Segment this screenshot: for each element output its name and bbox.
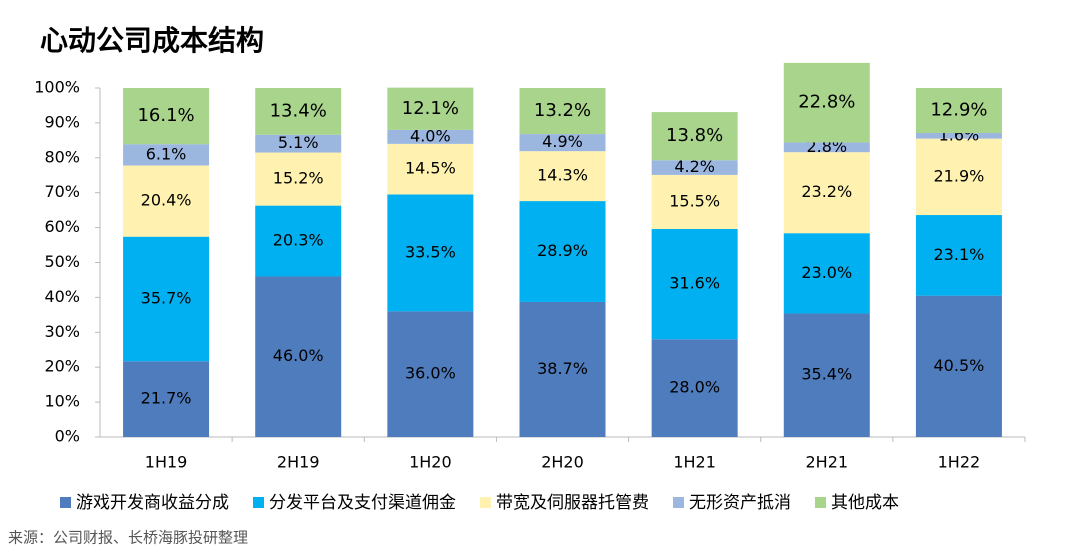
data-label: 40.5% xyxy=(934,356,985,375)
y-tick-label: 10% xyxy=(44,392,80,411)
y-tick-label: 0% xyxy=(55,427,80,446)
data-label: 22.8% xyxy=(798,92,855,113)
data-label: 20.4% xyxy=(141,191,192,210)
y-tick-label: 70% xyxy=(44,182,80,201)
data-label: 31.6% xyxy=(669,274,720,293)
legend-label: 游戏开发商收益分成 xyxy=(76,493,229,513)
legend-swatch xyxy=(60,497,71,508)
x-tick-label: 1H21 xyxy=(673,453,716,472)
bar-segment xyxy=(255,88,342,135)
y-tick-label: 30% xyxy=(44,322,80,341)
bar-segment xyxy=(519,301,606,437)
legend-swatch xyxy=(815,497,826,508)
data-label: 12.1% xyxy=(402,98,459,119)
data-label: 4.0% xyxy=(410,126,451,145)
bar-segment xyxy=(123,361,210,437)
data-label: 46.0% xyxy=(273,346,324,365)
bar-segment xyxy=(915,215,1002,296)
y-tick-label: 60% xyxy=(44,217,80,236)
data-label: 5.1% xyxy=(278,133,319,152)
x-tick-label: 1H19 xyxy=(145,453,188,472)
bar-segment xyxy=(519,134,606,152)
y-tick-label: 100% xyxy=(34,78,80,97)
data-label: 33.5% xyxy=(405,242,456,261)
data-label: 4.9% xyxy=(542,132,583,151)
bar-segment xyxy=(915,133,1002,139)
legend-swatch xyxy=(480,497,491,508)
bar-segment xyxy=(387,129,474,144)
legend-label: 无形资产抵消 xyxy=(689,493,791,513)
bar-segment xyxy=(519,201,606,302)
x-tick-label: 2H21 xyxy=(805,453,848,472)
data-label: 14.3% xyxy=(537,166,588,185)
legend-swatch xyxy=(673,497,684,508)
bar-segment xyxy=(651,160,738,175)
data-label: 12.9% xyxy=(930,100,987,121)
bar-segment xyxy=(783,62,870,143)
bar-segment xyxy=(255,152,342,206)
data-label: 38.7% xyxy=(537,359,588,378)
bar-segment xyxy=(387,311,474,437)
data-label: 36.0% xyxy=(405,364,456,383)
bar-segment xyxy=(651,339,738,437)
bar-segment xyxy=(387,87,474,130)
data-label: 15.5% xyxy=(669,191,720,210)
bar-segment xyxy=(783,142,870,153)
x-tick-label: 1H22 xyxy=(938,453,981,472)
bar-segment xyxy=(783,233,870,314)
source-note: 来源：公司财报、长桥海豚投研整理 xyxy=(8,529,248,547)
bar-segment xyxy=(255,205,342,277)
data-label: 15.2% xyxy=(273,169,324,188)
bar-segment xyxy=(915,295,1002,437)
data-label: 35.4% xyxy=(801,365,852,384)
data-label: 14.5% xyxy=(405,159,456,178)
bar-segment xyxy=(255,276,342,437)
bar-segment xyxy=(255,134,342,153)
data-label: 28.9% xyxy=(537,241,588,260)
bar-segment xyxy=(915,138,1002,216)
data-label: 21.7% xyxy=(141,389,192,408)
bar-segment xyxy=(915,88,1002,134)
y-tick-label: 80% xyxy=(44,147,80,166)
legend-label: 带宽及伺服器托管费 xyxy=(496,493,649,513)
x-tick-label: 2H19 xyxy=(277,453,320,472)
chart-title: 心动公司成本结构 xyxy=(40,24,264,57)
bar-segment xyxy=(519,151,606,202)
y-tick-label: 50% xyxy=(44,252,80,271)
data-label: 6.1% xyxy=(146,144,187,163)
data-label: 23.0% xyxy=(801,263,852,282)
x-tick-label: 1H20 xyxy=(409,453,452,472)
bar-segment xyxy=(651,112,738,161)
data-label: 28.0% xyxy=(669,378,720,397)
data-label: 4.2% xyxy=(674,157,715,176)
y-tick-label: 20% xyxy=(44,357,80,376)
data-label: 23.1% xyxy=(934,245,985,264)
data-label: 21.9% xyxy=(934,166,985,185)
bar-segment xyxy=(123,165,210,237)
legend-label: 分发平台及支付渠道佣金 xyxy=(269,493,456,513)
data-label: 16.1% xyxy=(137,105,194,126)
bar-segment xyxy=(783,152,870,234)
bar-segment xyxy=(123,236,210,362)
data-label: 13.4% xyxy=(270,100,327,121)
data-label: 13.8% xyxy=(666,125,723,146)
y-tick-label: 90% xyxy=(44,112,80,131)
data-label: 23.2% xyxy=(801,182,852,201)
bar-segment xyxy=(387,143,474,195)
legend-swatch xyxy=(253,497,264,508)
bar-segment xyxy=(651,228,738,340)
bar-segment xyxy=(783,313,870,437)
data-label: 20.3% xyxy=(273,231,324,250)
bar-segment xyxy=(387,194,474,312)
legend-label: 其他成本 xyxy=(831,493,899,513)
bar-segment xyxy=(519,88,606,135)
y-tick-label: 40% xyxy=(44,287,80,306)
bar-segment xyxy=(123,144,210,166)
bar-segment xyxy=(123,88,210,145)
x-tick-label: 2H20 xyxy=(541,453,584,472)
data-label: 35.7% xyxy=(141,288,192,307)
bar-segment xyxy=(651,174,738,229)
data-label: 13.2% xyxy=(534,100,591,121)
